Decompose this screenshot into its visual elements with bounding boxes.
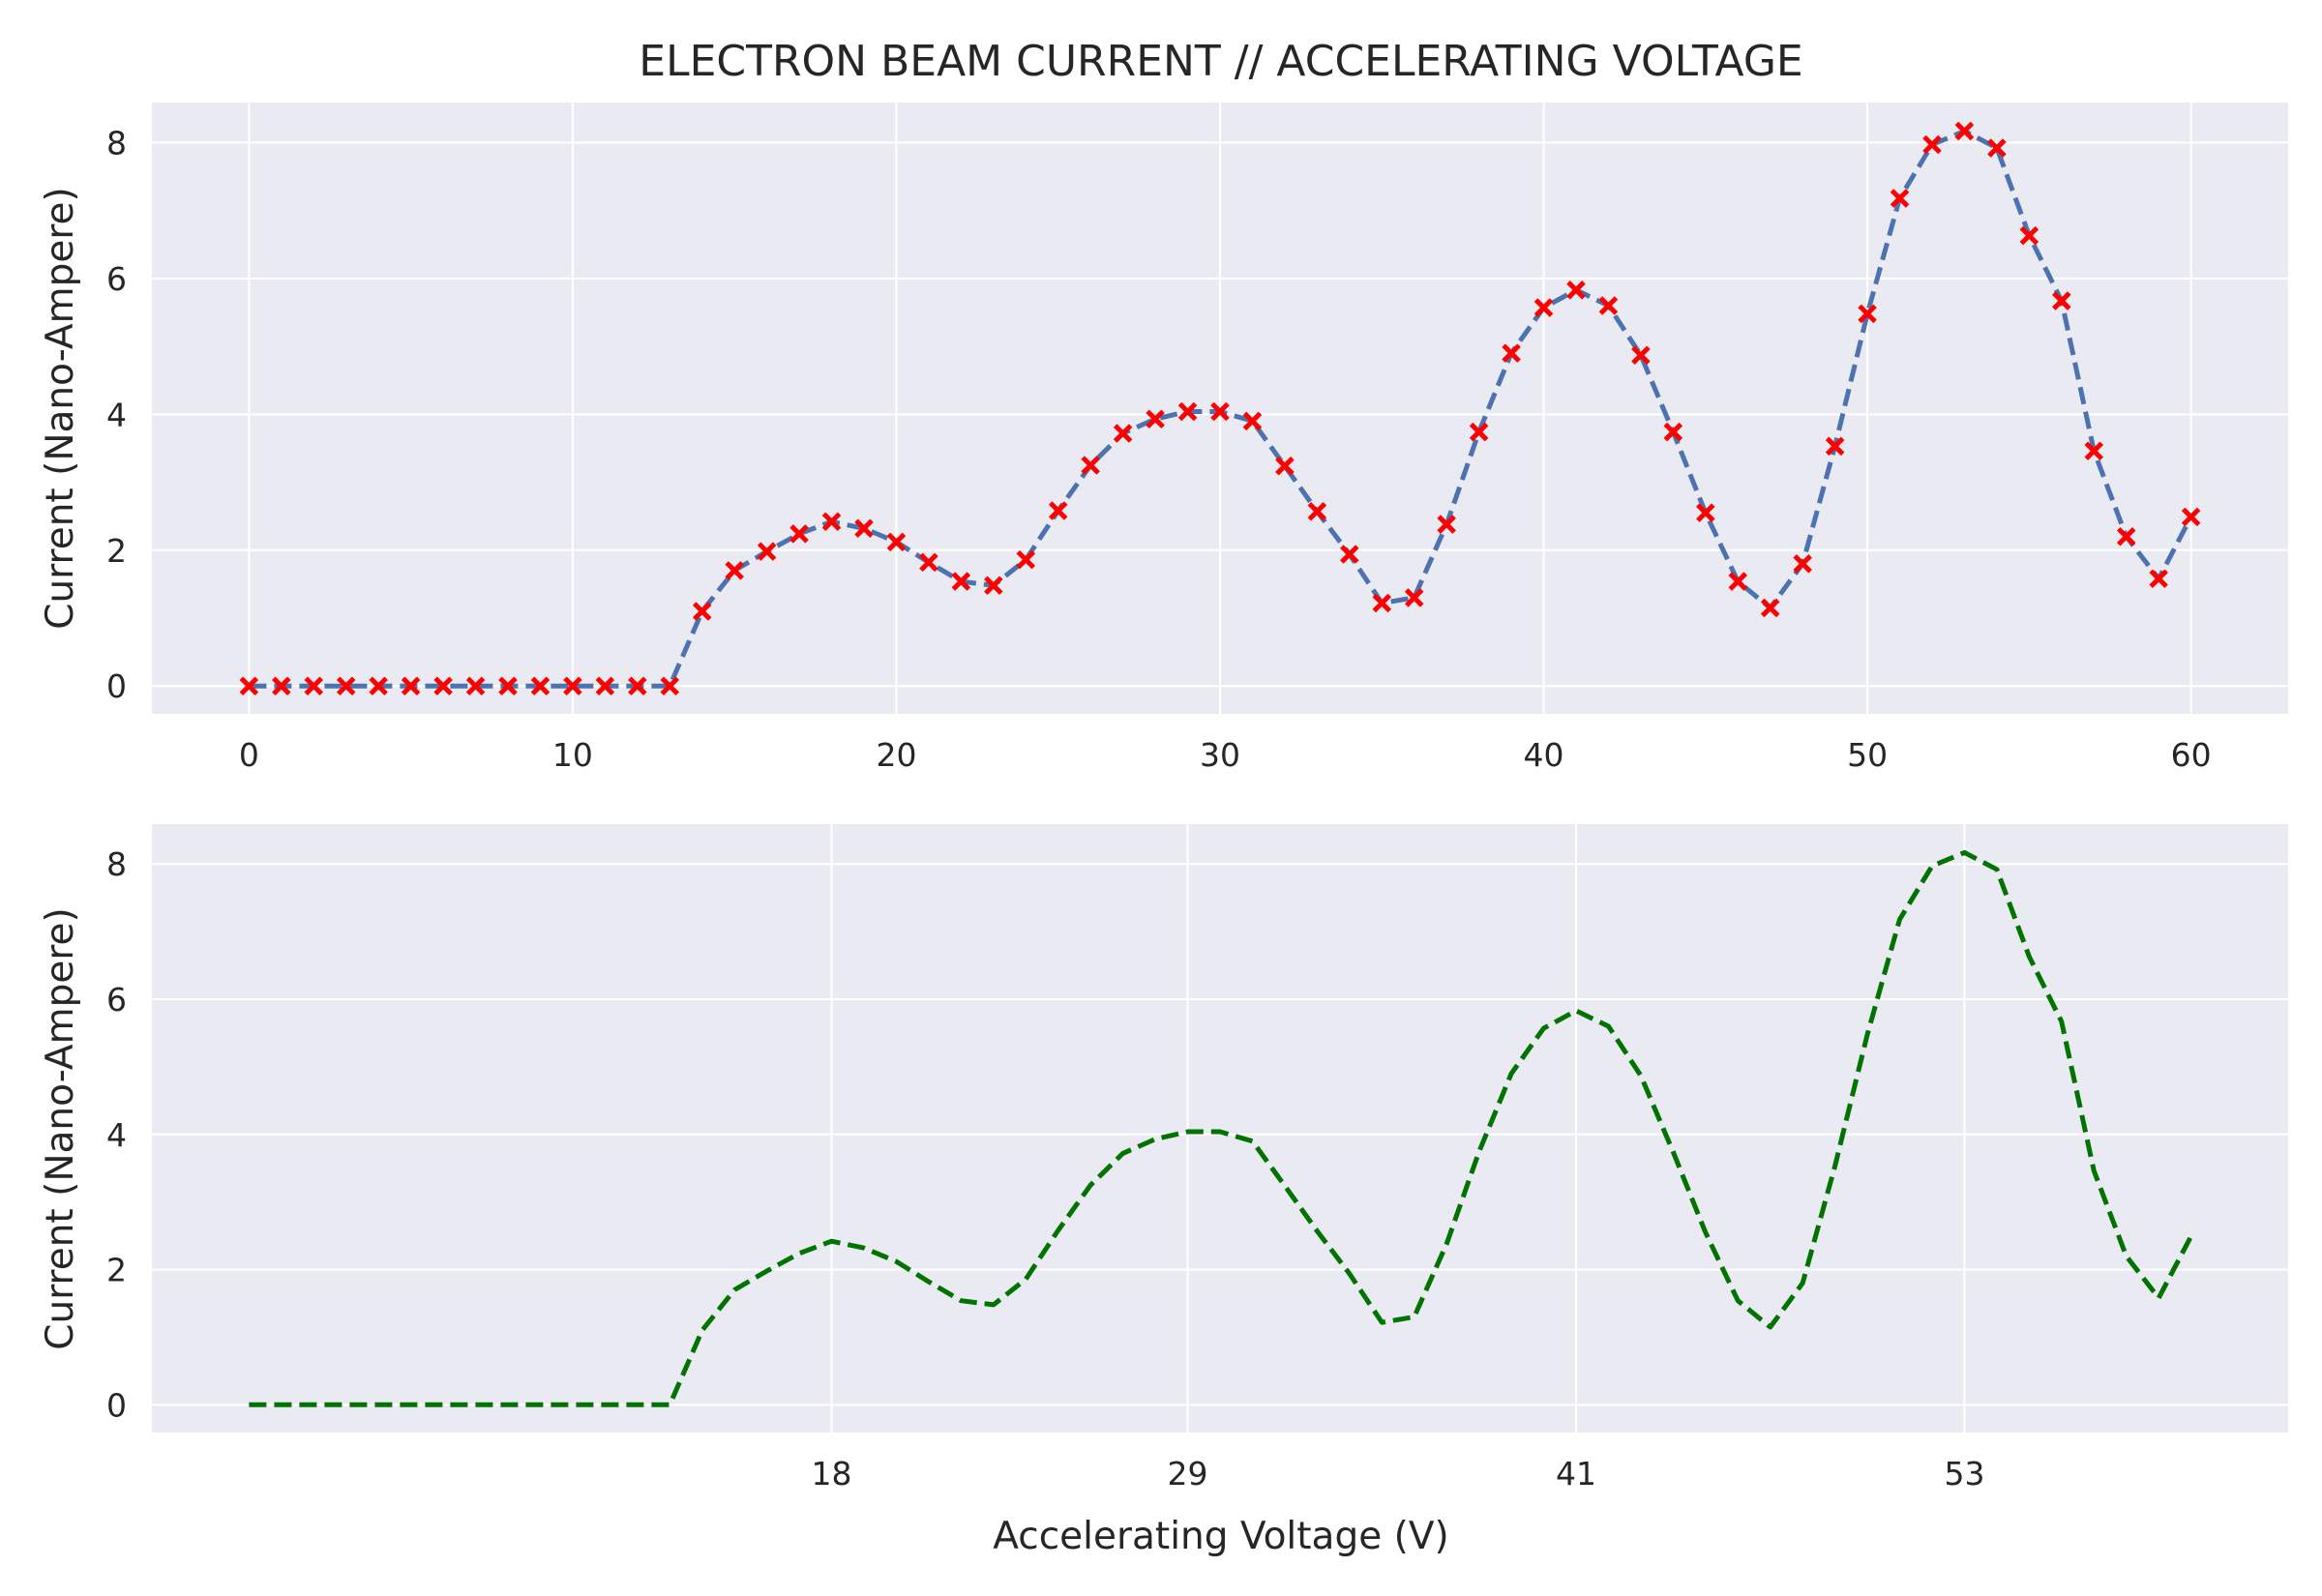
bottom-x-tick-labels: 18 29 41 53 [812,1455,1985,1493]
bottom-y-tick-label: 6 [106,981,127,1019]
top-data-point [1566,281,1586,300]
top-data-point [1858,304,1877,324]
top-data-point [1502,343,1521,363]
top-markers [239,121,2201,695]
top-data-point [1437,515,1456,534]
bottom-x-tick-label: 18 [812,1455,852,1493]
top-data-point [1242,411,1263,431]
bottom-x-tick-label: 53 [1944,1455,1984,1493]
top-data-point [336,676,356,695]
top-data-point [854,518,874,539]
bottom-x-tick-label: 29 [1168,1455,1208,1493]
top-data-point [1210,401,1230,422]
top-data-point [1340,545,1359,564]
top-data-point [1016,549,1036,570]
top-data-point [1598,296,1619,315]
top-data-point [1048,501,1068,520]
top-data-point [401,676,421,695]
top-data-point [498,676,518,695]
top-data-point [1987,138,2007,158]
top-data-point [628,676,647,695]
bottom-y-tick-label: 2 [106,1252,127,1289]
top-data-point [919,552,938,573]
top-data-point [595,676,615,695]
top-data-point [304,676,324,695]
bottom-y-tick-label: 8 [106,845,127,883]
top-data-point [757,542,777,561]
top-data-point [951,572,971,591]
top-data-point [2116,526,2136,547]
top-x-tick-labels: 0 10 20 30 40 50 60 [239,736,2212,774]
top-y-axis-label: Current (Nano-Ampere) [39,187,82,630]
top-y-tick-labels: 0 2 4 6 8 [106,124,127,705]
top-x-tick-label: 60 [2171,736,2212,774]
top-data-point [2084,441,2104,461]
top-data-point [886,532,907,552]
top-data-point [1372,593,1392,613]
top-data-point [1728,572,1748,591]
top-data-point [2019,225,2039,246]
top-data-point [1631,345,1651,365]
top-data-point [821,512,842,532]
top-data-point [1113,424,1133,443]
bottom-gridlines [152,824,2288,1433]
bottom-y-tick-labels: 0 2 4 6 8 [106,845,127,1424]
top-data-point [563,676,582,695]
top-data-point [1081,456,1100,475]
bottom-x-tick-label: 41 [1556,1455,1596,1493]
top-data-point [1760,598,1780,618]
top-data-point [1696,503,1715,522]
top-data-point [1177,401,1198,422]
top-chart: 0 10 20 30 40 50 60 0 2 4 6 8 Current (Nano-Ampere… [39,103,2288,774]
chart-title: ELECTRON BEAM CURRENT // ACCELERATING VO… [639,37,1802,86]
top-data-point [725,561,744,580]
top-data-point [1793,554,1812,574]
bottom-y-tick-label: 4 [106,1116,127,1154]
bottom-series-line [249,849,2193,1407]
top-data-point [1404,588,1424,607]
top-x-tick-label: 20 [876,736,916,774]
top-data-point [1825,436,1845,457]
top-data-point [369,676,388,695]
top-data-point [433,676,453,695]
top-data-point [1890,189,1910,208]
bottom-plot-area [152,824,2288,1433]
top-data-point [984,576,1003,596]
top-data-point [1954,121,1975,141]
top-data-point [1275,456,1295,476]
top-data-point [1922,134,1942,155]
bottom-y-tick-label: 0 [106,1386,127,1424]
top-data-point [272,676,291,695]
bottom-chart: 18 29 41 53 0 2 4 6 8 Current (Nano-Ampere) Acc… [39,824,2288,1558]
bottom-x-axis-label: Accelerating Voltage (V) [993,1515,1448,1558]
top-y-tick-label: 6 [106,260,127,298]
top-x-tick-label: 0 [239,736,259,774]
top-x-tick-label: 50 [1847,736,1888,774]
top-data-point [1469,422,1489,442]
top-x-tick-label: 40 [1524,736,1564,774]
top-data-point [2181,507,2201,527]
top-y-tick-label: 0 [106,667,127,705]
top-data-point [530,676,551,695]
top-data-point [1146,409,1165,429]
top-data-point [465,676,486,695]
top-data-point [239,676,259,695]
top-x-tick-label: 10 [552,736,593,774]
top-data-point [789,524,809,544]
top-y-tick-label: 8 [106,124,127,162]
top-y-tick-label: 2 [106,532,127,570]
top-data-point [1663,422,1683,442]
top-y-tick-label: 4 [106,396,127,433]
top-data-point [1533,298,1554,317]
top-data-point [2052,291,2071,310]
top-data-point [692,602,712,621]
top-data-point [660,676,680,695]
bottom-y-axis-label: Current (Nano-Ampere) [39,907,82,1350]
top-x-tick-label: 30 [1200,736,1240,774]
top-data-point [2149,569,2168,589]
bottom-series-path [249,849,2193,1407]
top-data-point [1307,501,1327,521]
